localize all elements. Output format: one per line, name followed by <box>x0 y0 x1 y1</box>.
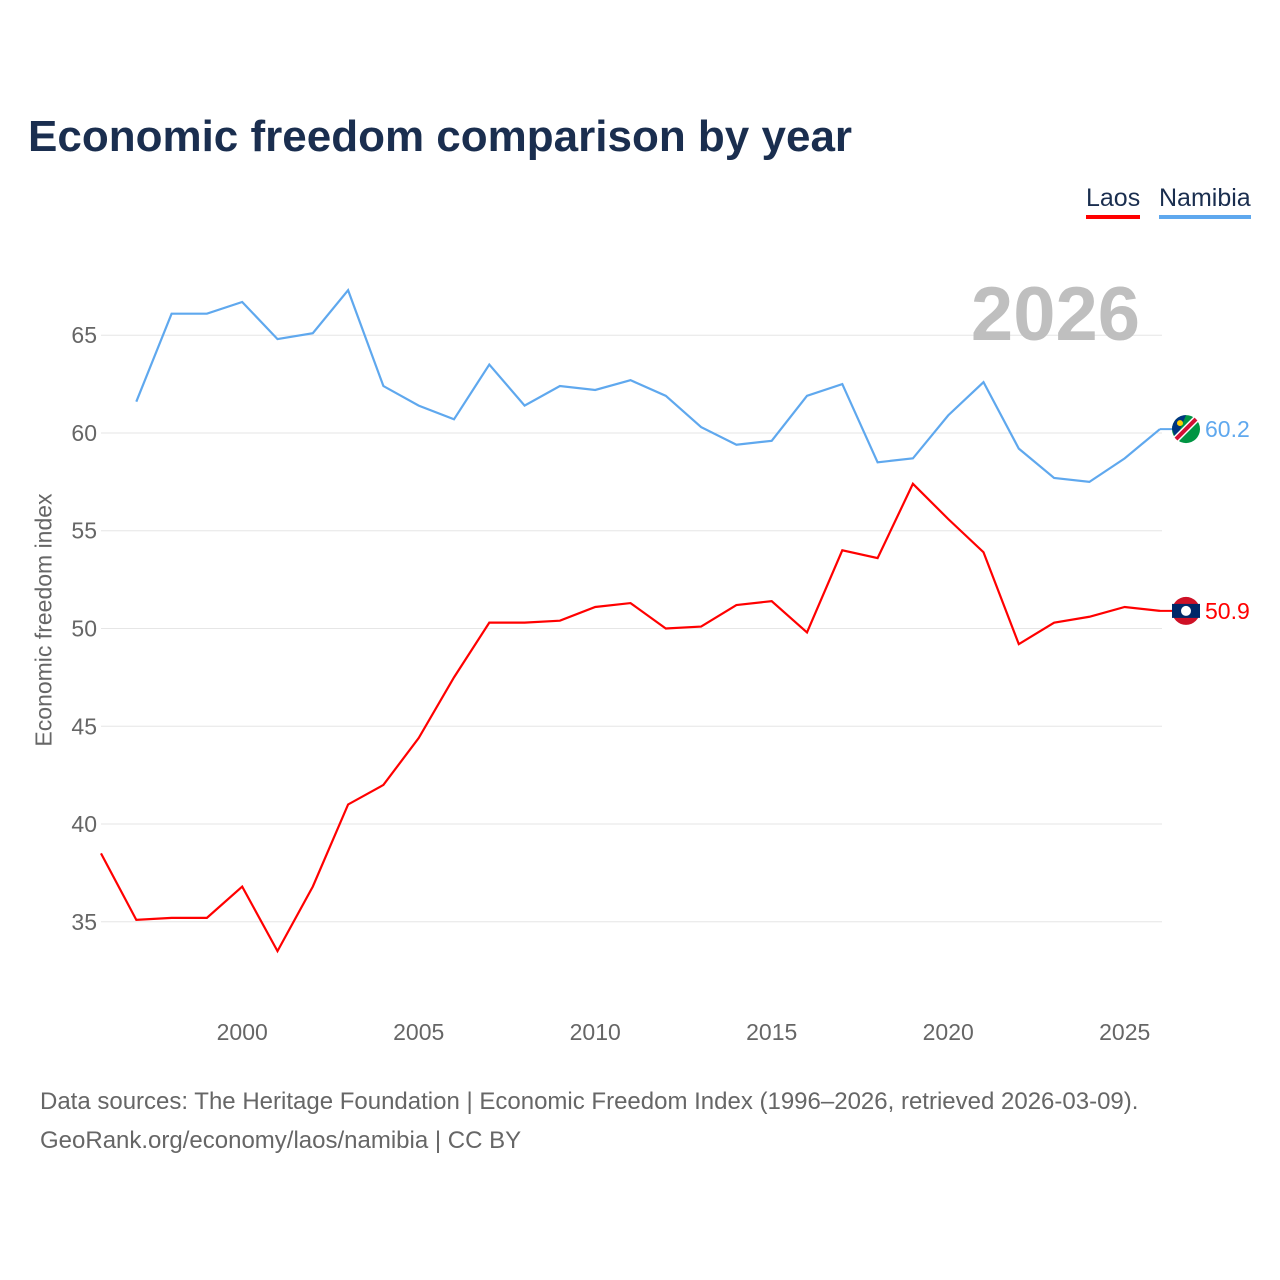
x-tick-label: 2025 <box>1099 1019 1150 1045</box>
y-tick-label: 35 <box>71 909 97 935</box>
x-tick-label: 2015 <box>746 1019 797 1045</box>
year-watermark: 2026 <box>971 272 1140 357</box>
end-value-label: 50.9 <box>1205 598 1250 624</box>
x-tick-label: 2010 <box>570 1019 621 1045</box>
y-tick-label: 40 <box>71 811 97 837</box>
legend-namibia[interactable]: Namibia <box>1159 184 1251 219</box>
y-tick-label: 65 <box>71 322 97 348</box>
chart-title: Economic freedom comparison by year <box>28 112 853 161</box>
y-tick-label: 60 <box>71 420 97 446</box>
footer-link: GeoRank.org/economy/laos/namibia | CC BY <box>40 1127 522 1154</box>
y-tick-label: 50 <box>71 616 97 642</box>
legend-laos[interactable]: Laos <box>1086 184 1141 219</box>
series-line-laos <box>100 481 1161 954</box>
namibia-flag-red <box>1174 417 1198 441</box>
x-tick-label: 2000 <box>217 1019 268 1045</box>
x-tick-label: 2020 <box>923 1019 974 1045</box>
namibia-flag-blue <box>1172 415 1186 440</box>
namibia-flag-sun <box>1177 420 1183 427</box>
laos-flag-disc <box>1181 605 1191 616</box>
x-tick-label: 2005 <box>393 1019 444 1045</box>
y-tick-label: 45 <box>71 713 97 739</box>
y-tick-label: 55 <box>71 518 97 544</box>
series-line-namibia <box>135 288 1161 483</box>
end-value-label: 60.2 <box>1205 416 1250 442</box>
footer-sources: Data sources: The Heritage Foundation | … <box>40 1088 1139 1115</box>
